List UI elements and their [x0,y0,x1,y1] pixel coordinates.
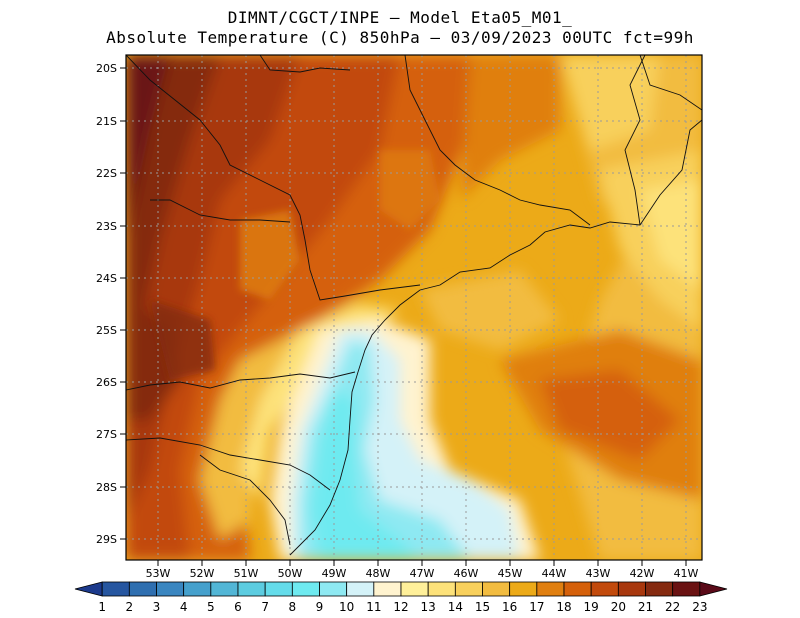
colorbar-label: 21 [638,600,653,614]
colorbar-segment [128,581,157,597]
colorbar-segment [617,581,646,597]
lat-label-23s: 23S [96,220,117,233]
colorbar [74,581,728,597]
lon-label-42w: 42W [630,567,655,580]
colorbar-segment [264,581,293,597]
colorbar-label: 4 [180,600,188,614]
lat-label-28s: 28S [96,481,117,494]
lon-label-41w: 41W [674,567,699,580]
colorbar-label: 7 [261,600,269,614]
colorbar-label: 13 [421,600,436,614]
lat-label-29s: 29S [96,533,117,546]
colorbar-label: 2 [126,600,134,614]
lon-label-52w: 52W [190,567,215,580]
colorbar-segment [400,581,429,597]
lon-label-53w: 53W [146,567,171,580]
lon-label-43w: 43W [586,567,611,580]
colorbar-segment [183,581,212,597]
temperature-field [126,55,702,560]
colorbar-segment [672,581,701,597]
colorbar-label: 15 [475,600,490,614]
map-frame [125,54,703,561]
colorbar-label: 10 [339,600,354,614]
colorbar-segment [699,581,728,597]
chart-title-line-1: DIMNT/CGCT/INPE – Model Eta05_M01_ [227,8,573,27]
chart-title-line-2: Absolute Temperature (C) 850hPa – 03/09/… [106,28,694,47]
colorbar-segment [590,581,619,597]
colorbar-segment [536,581,565,597]
colorbar-label: 8 [289,600,297,614]
lat-label-27s: 27S [96,428,117,441]
lon-label-44w: 44W [542,567,567,580]
colorbar-segment [563,581,592,597]
colorbar-segment [101,581,130,597]
colorbar-segment [156,581,185,597]
lat-label-24s: 24S [96,272,117,285]
colorbar-label: 23 [692,600,707,614]
colorbar-segment [482,581,511,597]
lat-label-26s: 26S [96,376,117,389]
colorbar-label: 6 [234,600,242,614]
lat-label-21s: 21S [96,115,117,128]
colorbar-label: 12 [393,600,408,614]
lat-label-20s: 20S [96,62,117,75]
colorbar-label: 11 [366,600,381,614]
graticule [126,55,702,560]
lon-label-50w: 50W [278,567,303,580]
lon-label-51w: 51W [234,567,259,580]
colorbar-label: 9 [316,600,324,614]
colorbar-label: 18 [556,600,571,614]
colorbar-segment [210,581,239,597]
colorbar-label: 17 [529,600,544,614]
colorbar-segment [319,581,348,597]
colorbar-label: 16 [502,600,517,614]
lon-label-46w: 46W [454,567,479,580]
colorbar-labels: 1 2 3 4 5 6 7 8 9 10 11 12 13 14 15 16 17 18 19 20 21 22 23 [98,600,707,614]
colorbar-label: 20 [611,600,626,614]
colorbar-segment [346,581,375,597]
colorbar-segment [74,581,103,597]
colorbar-label: 14 [448,600,463,614]
lon-label-48w: 48W [366,567,391,580]
colorbar-segment [645,581,674,597]
colorbar-label: 19 [584,600,599,614]
lon-label-45w: 45W [498,567,523,580]
colorbar-segment [291,581,320,597]
colorbar-segment [373,581,402,597]
lat-label-25s: 25S [96,324,117,337]
colorbar-segment [454,581,483,597]
colorbar-label: 22 [665,600,680,614]
lat-label-22s: 22S [96,167,117,180]
lon-label-49w: 49W [322,567,347,580]
colorbar-label: 5 [207,600,215,614]
colorbar-segment [509,581,538,597]
colorbar-segment [237,581,266,597]
coastline-and-borders [126,55,702,556]
colorbar-label: 1 [98,600,106,614]
lon-label-47w: 47W [410,567,435,580]
colorbar-label: 3 [153,600,161,614]
colorbar-segment [427,581,456,597]
